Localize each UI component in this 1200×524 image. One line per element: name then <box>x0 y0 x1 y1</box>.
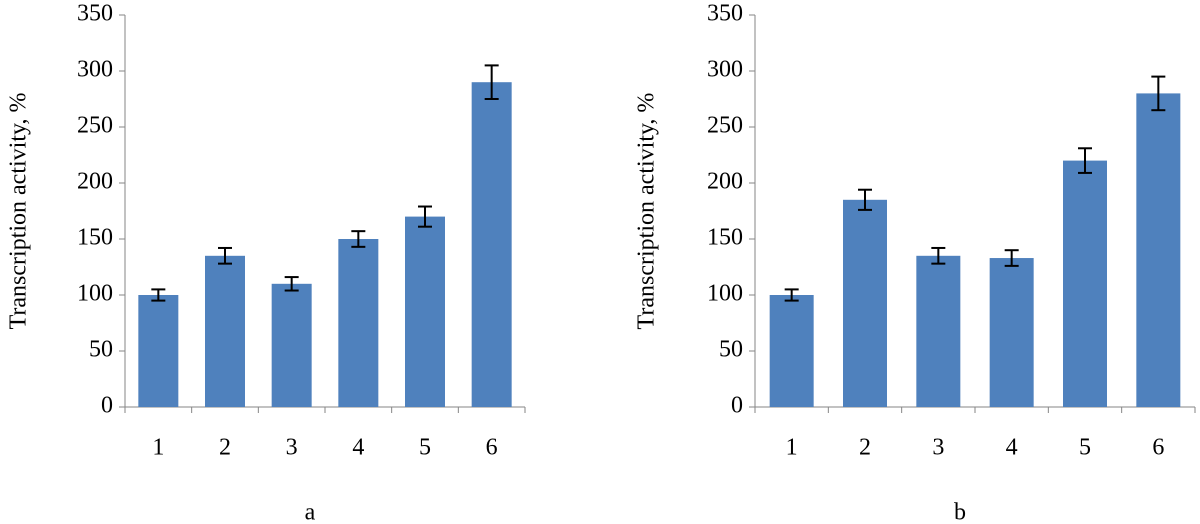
y-tick-label: 150 <box>77 225 113 251</box>
error-bar <box>784 288 799 302</box>
caption: a <box>305 500 316 524</box>
x-tick-label: 6 <box>486 435 498 461</box>
error-bar <box>858 188 872 211</box>
bar <box>338 239 379 407</box>
bar <box>843 199 887 407</box>
error-bar <box>218 246 232 265</box>
y-tick-label: 50 <box>89 337 113 363</box>
y-tick-label: 100 <box>707 281 743 307</box>
x-tick-label: 1 <box>786 435 798 461</box>
y-tick-label: 250 <box>77 113 113 139</box>
error-bar <box>418 205 432 228</box>
error-bar <box>284 276 299 292</box>
error-bar <box>1004 249 1019 267</box>
x-tick-label: 1 <box>152 435 164 461</box>
bar <box>138 295 179 407</box>
x-tick-label: 6 <box>1152 435 1164 461</box>
y-tick-label: 0 <box>101 393 113 419</box>
bar <box>916 255 961 407</box>
y-tick-label: 200 <box>707 169 743 195</box>
y-tick-label: 300 <box>77 57 113 83</box>
x-tick-label: 2 <box>859 435 871 461</box>
error-bar <box>1078 147 1092 174</box>
bar <box>205 255 245 407</box>
y-tick-label: 50 <box>719 337 743 363</box>
x-tick-label: 2 <box>219 435 231 461</box>
x-tick-label: 4 <box>1006 435 1018 461</box>
y-axis-label: Transcription activity, % <box>634 93 660 330</box>
y-tick-label: 350 <box>707 1 743 27</box>
x-tick-label: 4 <box>352 435 364 461</box>
caption: b <box>954 500 966 524</box>
bar <box>405 216 445 407</box>
y-tick-label: 350 <box>77 1 113 27</box>
y-tick-label: 100 <box>77 281 113 307</box>
bar <box>989 258 1034 407</box>
x-tick-label: 3 <box>286 435 298 461</box>
bar <box>271 283 312 407</box>
bar <box>471 82 512 407</box>
error-bar <box>931 246 946 265</box>
error-bar <box>351 230 366 248</box>
x-tick-label: 5 <box>1079 435 1091 461</box>
bar <box>1063 160 1107 407</box>
y-tick-label: 300 <box>707 57 743 83</box>
error-bar <box>484 64 499 100</box>
y-tick-label: 250 <box>707 113 743 139</box>
error-bar <box>151 288 166 302</box>
y-tick-label: 150 <box>707 225 743 251</box>
bar <box>1136 93 1181 408</box>
y-axis-label: Transcription activity, % <box>6 93 32 330</box>
y-tick-label: 0 <box>731 393 743 419</box>
bar <box>769 295 814 407</box>
x-tick-label: 3 <box>932 435 944 461</box>
error-bar <box>1151 75 1166 112</box>
y-tick-label: 200 <box>77 169 113 195</box>
x-tick-label: 5 <box>419 435 431 461</box>
